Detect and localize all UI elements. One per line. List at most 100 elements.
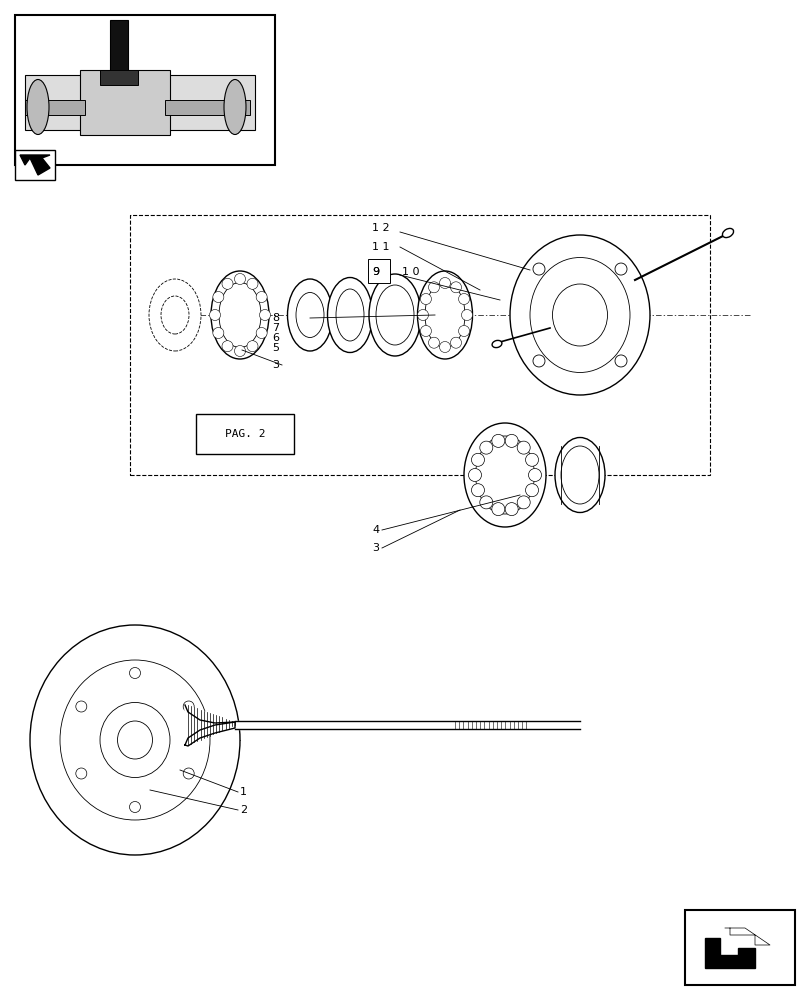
- Circle shape: [75, 701, 87, 712]
- Bar: [15, 150, 55, 180]
- Circle shape: [420, 294, 431, 304]
- Circle shape: [525, 453, 538, 466]
- Text: 2: 2: [240, 805, 247, 815]
- Bar: [684, 910, 794, 985]
- Polygon shape: [185, 705, 234, 745]
- Text: 1 2: 1 2: [371, 223, 389, 233]
- Circle shape: [75, 768, 87, 779]
- Circle shape: [517, 441, 530, 454]
- Circle shape: [183, 701, 194, 712]
- Ellipse shape: [287, 279, 332, 351]
- Bar: [15, 15, 275, 165]
- Circle shape: [461, 310, 472, 320]
- Circle shape: [129, 668, 140, 678]
- Polygon shape: [185, 722, 234, 746]
- Ellipse shape: [424, 282, 465, 348]
- Bar: [80, 70, 169, 135]
- Circle shape: [439, 342, 450, 353]
- Ellipse shape: [560, 446, 599, 504]
- Ellipse shape: [368, 274, 420, 356]
- Circle shape: [450, 282, 461, 293]
- Ellipse shape: [27, 80, 49, 134]
- Text: 5: 5: [272, 343, 279, 353]
- Ellipse shape: [336, 289, 363, 341]
- Circle shape: [458, 294, 469, 304]
- Circle shape: [212, 328, 224, 338]
- Ellipse shape: [100, 702, 169, 777]
- Ellipse shape: [509, 235, 649, 395]
- Ellipse shape: [211, 271, 268, 359]
- Text: 4: 4: [371, 525, 379, 535]
- Circle shape: [532, 263, 544, 275]
- Circle shape: [428, 337, 439, 348]
- Circle shape: [183, 768, 194, 779]
- Circle shape: [504, 503, 517, 516]
- Text: 1 0: 1 0: [401, 267, 419, 277]
- Circle shape: [471, 453, 484, 466]
- Circle shape: [471, 484, 484, 497]
- Ellipse shape: [118, 721, 152, 759]
- Text: 7: 7: [272, 323, 279, 333]
- Circle shape: [129, 801, 140, 812]
- Circle shape: [479, 441, 492, 454]
- Circle shape: [450, 337, 461, 348]
- Ellipse shape: [375, 285, 414, 345]
- Ellipse shape: [327, 277, 372, 353]
- Circle shape: [417, 310, 428, 320]
- FancyBboxPatch shape: [195, 414, 294, 454]
- Circle shape: [247, 278, 258, 289]
- Circle shape: [504, 434, 517, 447]
- Polygon shape: [20, 155, 50, 175]
- Circle shape: [517, 496, 530, 509]
- Ellipse shape: [224, 80, 246, 134]
- Bar: [100, 70, 138, 85]
- Bar: [25, 75, 255, 130]
- Ellipse shape: [148, 279, 201, 351]
- Circle shape: [614, 263, 626, 275]
- Ellipse shape: [417, 271, 472, 359]
- Ellipse shape: [554, 438, 604, 512]
- Ellipse shape: [463, 423, 545, 527]
- Ellipse shape: [722, 228, 732, 238]
- Text: 1: 1: [240, 787, 247, 797]
- Text: 1 1: 1 1: [371, 242, 389, 252]
- Ellipse shape: [161, 296, 189, 334]
- Circle shape: [491, 434, 504, 447]
- Polygon shape: [724, 928, 769, 945]
- Bar: [367, 259, 389, 283]
- Ellipse shape: [475, 436, 534, 514]
- Bar: [165, 100, 250, 115]
- Text: 3: 3: [272, 360, 279, 370]
- Bar: [130, 215, 709, 475]
- Circle shape: [209, 310, 221, 320]
- Circle shape: [234, 346, 245, 357]
- Text: 8: 8: [272, 313, 279, 323]
- Circle shape: [458, 326, 469, 336]
- Text: 9: 9: [371, 267, 379, 277]
- Circle shape: [528, 468, 541, 482]
- Ellipse shape: [296, 292, 324, 338]
- Circle shape: [234, 273, 245, 284]
- Circle shape: [212, 292, 224, 302]
- Circle shape: [532, 355, 544, 367]
- Circle shape: [491, 503, 504, 516]
- Ellipse shape: [551, 284, 607, 346]
- Circle shape: [479, 496, 492, 509]
- Circle shape: [439, 277, 450, 288]
- Circle shape: [221, 341, 233, 352]
- Text: PAG. 2: PAG. 2: [225, 429, 265, 439]
- Circle shape: [255, 328, 267, 338]
- Circle shape: [420, 326, 431, 336]
- Ellipse shape: [219, 282, 260, 348]
- Polygon shape: [704, 938, 754, 968]
- Bar: [25, 100, 85, 115]
- Circle shape: [468, 468, 481, 482]
- Text: 6: 6: [272, 333, 279, 343]
- Ellipse shape: [60, 660, 210, 820]
- Circle shape: [260, 310, 270, 320]
- Circle shape: [428, 282, 439, 293]
- Circle shape: [255, 292, 267, 302]
- Ellipse shape: [530, 257, 629, 372]
- Circle shape: [247, 341, 258, 352]
- Circle shape: [221, 278, 233, 289]
